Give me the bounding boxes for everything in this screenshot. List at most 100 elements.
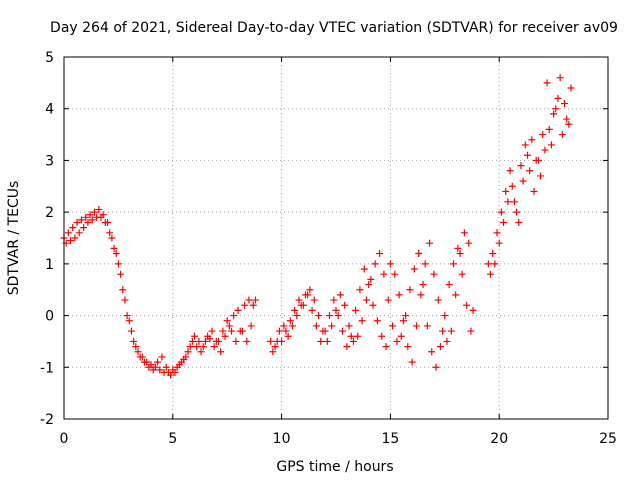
data-point: [567, 84, 575, 92]
data-point: [201, 337, 209, 345]
data-point: [71, 234, 79, 242]
data-point: [367, 275, 375, 283]
data-point: [67, 237, 75, 245]
data-point: [484, 260, 492, 268]
data-point: [323, 337, 331, 345]
data-point: [336, 291, 344, 299]
data-point: [517, 162, 525, 170]
data-point: [460, 229, 468, 237]
data-point: [417, 291, 425, 299]
data-point: [504, 198, 512, 206]
data-point: [397, 332, 405, 340]
data-point: [75, 229, 83, 237]
data-point: [410, 265, 418, 273]
data-point: [121, 296, 129, 304]
data-point: [156, 366, 164, 374]
data-point: [469, 306, 477, 314]
data-point: [101, 218, 109, 226]
data-point: [141, 358, 149, 366]
data-point: [80, 224, 88, 232]
data-point: [243, 337, 251, 345]
data-point: [162, 363, 170, 371]
x-tick-label: 5: [168, 431, 177, 447]
data-point: [230, 312, 238, 320]
data-point: [419, 281, 427, 289]
data-point: [184, 348, 192, 356]
data-point: [530, 187, 538, 195]
data-point: [371, 260, 379, 268]
data-point: [210, 343, 218, 351]
data-point: [117, 270, 125, 278]
data-point: [317, 337, 325, 345]
data-point: [465, 239, 473, 247]
data-point: [428, 348, 436, 356]
data-point: [434, 296, 442, 304]
data-point: [247, 322, 255, 330]
data-point: [358, 317, 366, 325]
data-point: [376, 250, 384, 258]
data-point: [491, 260, 499, 268]
data-point: [119, 286, 127, 294]
data-point: [64, 229, 72, 237]
data-point: [112, 250, 120, 258]
data-point: [90, 208, 98, 216]
x-tick-label: 10: [273, 431, 291, 447]
y-tick-label: 1: [45, 257, 54, 273]
data-point: [286, 317, 294, 325]
data-point: [406, 286, 414, 294]
data-point: [430, 270, 438, 278]
data-point: [486, 270, 494, 278]
data-point: [321, 327, 329, 335]
data-point: [497, 208, 505, 216]
y-tick-label: 2: [45, 205, 54, 221]
data-point: [452, 291, 460, 299]
data-point: [389, 322, 397, 330]
data-points: [60, 74, 575, 379]
data-point: [88, 216, 96, 224]
data-point: [191, 332, 199, 340]
data-point: [384, 296, 392, 304]
data-point: [188, 337, 196, 345]
data-point: [343, 343, 351, 351]
data-point: [241, 301, 249, 309]
data-point: [310, 296, 318, 304]
data-point: [127, 327, 135, 335]
y-tick-label: 3: [45, 153, 54, 169]
data-point: [541, 146, 549, 154]
data-point: [234, 306, 242, 314]
data-point: [251, 296, 259, 304]
data-point: [236, 327, 244, 335]
data-point: [245, 296, 253, 304]
data-point: [519, 177, 527, 185]
data-point: [136, 353, 144, 361]
y-axis-label: SDTVAR / TECUs: [6, 181, 22, 296]
y-tick-label: -1: [40, 360, 54, 376]
plot-frame: [63, 56, 609, 420]
data-point: [373, 317, 381, 325]
data-point: [408, 358, 416, 366]
data-point: [399, 317, 407, 325]
data-point: [447, 327, 455, 335]
data-point: [315, 312, 323, 320]
data-point: [134, 348, 142, 356]
data-point: [508, 182, 516, 190]
x-tick-label: 20: [490, 431, 508, 447]
data-point: [225, 322, 233, 330]
data-point: [299, 301, 307, 309]
data-point: [97, 213, 105, 221]
grid-lines: [64, 57, 608, 419]
x-tick-label: 25: [599, 431, 617, 447]
data-point: [304, 291, 312, 299]
y-tick-label: 5: [45, 50, 54, 66]
data-point: [445, 281, 453, 289]
data-point: [362, 296, 370, 304]
data-point: [421, 260, 429, 268]
data-point: [125, 317, 133, 325]
data-point: [293, 312, 301, 320]
data-point: [539, 131, 547, 139]
data-point: [356, 286, 364, 294]
data-point: [432, 363, 440, 371]
data-point: [306, 286, 314, 294]
data-point: [149, 366, 157, 374]
